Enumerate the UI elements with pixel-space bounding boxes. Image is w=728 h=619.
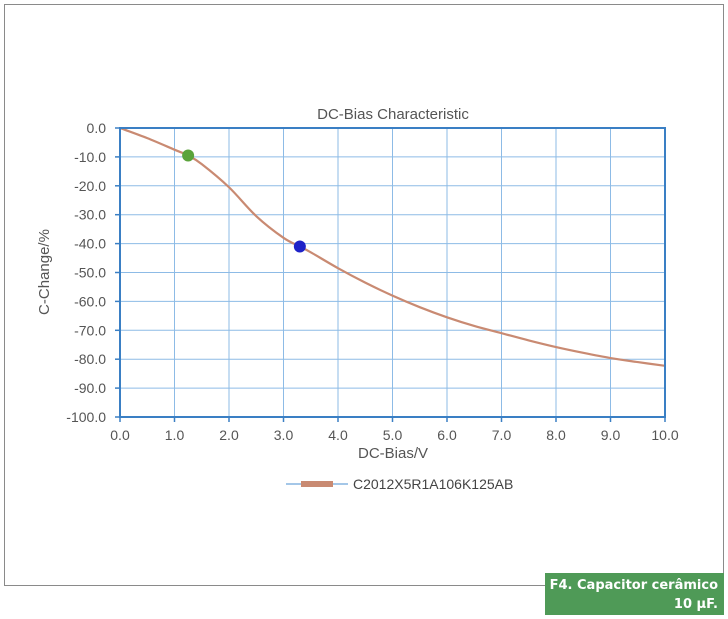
x-tick-label: 4.0 bbox=[328, 427, 348, 443]
x-tick-label: 7.0 bbox=[492, 427, 512, 443]
caption-line-2: 10 μF. bbox=[673, 597, 718, 612]
legend-swatch bbox=[301, 481, 333, 487]
y-tick-label: -30.0 bbox=[74, 207, 106, 223]
y-tick-label: -10.0 bbox=[74, 149, 106, 165]
x-tick-label: 2.0 bbox=[219, 427, 239, 443]
x-tick-label: 5.0 bbox=[383, 427, 403, 443]
plot-border bbox=[119, 127, 666, 418]
legend-label: C2012X5R1A106K125AB bbox=[353, 476, 513, 492]
y-tick-label: -20.0 bbox=[74, 178, 106, 194]
data-point-marker bbox=[293, 240, 306, 253]
x-tick-label: 8.0 bbox=[546, 427, 566, 443]
caption-line-1: F4. Capacitor cerâmico bbox=[549, 578, 718, 593]
x-tick-label: 3.0 bbox=[274, 427, 294, 443]
chart-title: DC-Bias Characteristic bbox=[317, 106, 469, 123]
y-tick-label: -90.0 bbox=[74, 380, 106, 396]
y-tick-label: -100.0 bbox=[66, 409, 106, 425]
y-tick-label: -80.0 bbox=[74, 351, 106, 367]
legend: C2012X5R1A106K125AB bbox=[286, 476, 513, 492]
data-point-marker bbox=[182, 149, 195, 162]
y-tick-label: -40.0 bbox=[74, 236, 106, 252]
y-tick-label: -70.0 bbox=[74, 322, 106, 338]
series-line bbox=[119, 126, 666, 367]
x-tick-label: 0.0 bbox=[110, 427, 130, 443]
x-axis-label: DC-Bias/V bbox=[358, 445, 428, 462]
y-tick-label: 0.0 bbox=[87, 120, 107, 136]
y-tick-label: -50.0 bbox=[74, 265, 106, 281]
y-axis-label: C-Change/% bbox=[36, 229, 53, 315]
x-tick-label: 10.0 bbox=[651, 427, 678, 443]
x-tick-label: 6.0 bbox=[437, 427, 457, 443]
x-tick-label: 1.0 bbox=[165, 427, 185, 443]
x-tick-label: 9.0 bbox=[601, 427, 621, 443]
y-tick-label: -60.0 bbox=[74, 293, 106, 309]
chart-frame bbox=[4, 4, 724, 586]
figure-caption: F4. Capacitor cerâmico 10 μF. bbox=[545, 573, 724, 615]
